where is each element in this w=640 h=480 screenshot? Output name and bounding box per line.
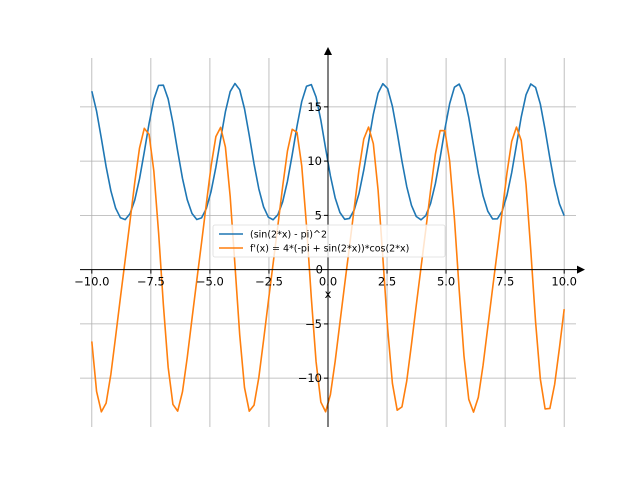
x-axis-label: x [325,287,332,301]
y-tick-label: −5 [305,317,322,331]
y-axis-arrow [324,47,332,55]
y-tick-label: 0 [316,263,323,277]
x-tick-label: 7.5 [496,275,514,289]
x-tick-label: 2.5 [378,275,396,289]
x-tick-label: 5.0 [437,275,455,289]
x-axis-arrow [577,265,585,274]
y-tick-label: 15 [307,100,322,114]
legend-label: (sin(2*x) - pi)^2 [250,230,327,241]
legend-box [212,224,446,258]
y-tick-label: 10 [307,154,322,168]
legend: (sin(2*x) - pi)^2 f'(x) = 4*(-pi + sin(2*… [212,224,446,258]
x-tick-label: −5.0 [196,275,224,289]
x-tick-label: −10.0 [74,275,109,289]
ticks: −10.0 −7.5 −5.0 −2.5 0.0 2.5 5.0 7.5 10.0 −10 −5 0 5… [74,100,577,385]
legend-label: f'(x) = 4*(-pi + sin(2*x))*cos(2*x) [250,244,409,255]
x-tick-label: −7.5 [137,275,165,289]
y-tick-label: 5 [315,208,322,222]
x-tick-label: −2.5 [255,275,283,289]
x-tick-label: 10.0 [551,275,577,289]
y-tick-label: −10 [298,371,322,385]
x-tick-label: 0.0 [319,275,337,289]
